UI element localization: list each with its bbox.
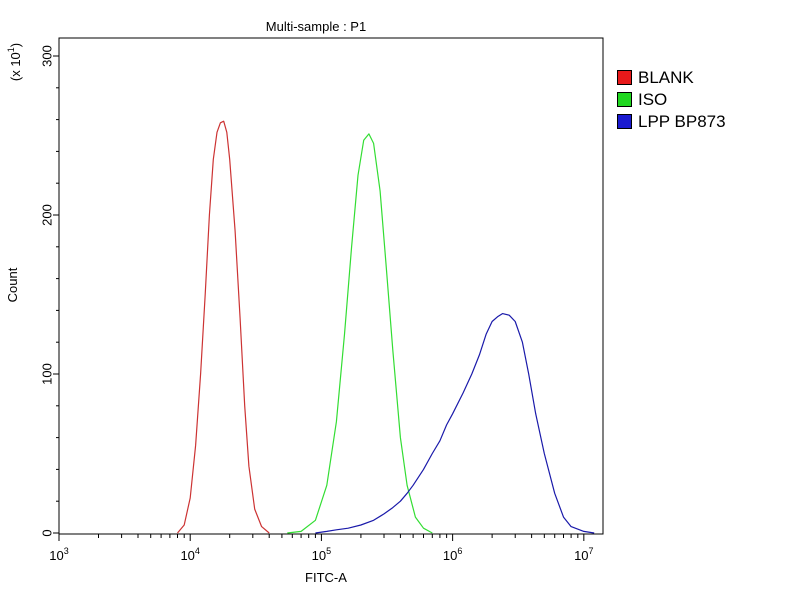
legend-label-lpp-bp873: LPP BP873 <box>638 111 726 131</box>
legend-label-blank: BLANK <box>638 67 694 87</box>
x-tick-label: 104 <box>180 546 199 563</box>
y-multiplier-text: (x 10 <box>8 52 23 81</box>
legend-swatch-blank <box>617 69 632 85</box>
series-line-blank <box>177 120 270 534</box>
y-multiplier-label: (x 101) <box>6 43 23 81</box>
y-tick-label: 100 <box>39 363 54 385</box>
plot-frame <box>58 37 604 535</box>
legend-swatch-lpp-bp873 <box>617 113 632 129</box>
svg-text:(x 101): (x 101) <box>6 43 23 81</box>
x-tick-label: 106 <box>443 546 462 563</box>
legend-label-iso: ISO <box>638 89 668 109</box>
legend: BLANK ISO LPP BP873 <box>617 66 726 132</box>
y-tick-label: 0 <box>39 529 54 536</box>
legend-item-blank: BLANK <box>617 66 726 88</box>
series-line-iso <box>287 133 433 534</box>
series-line-lpp-bp873 <box>315 313 595 534</box>
chart-title: Multi-sample : P1 <box>266 19 366 34</box>
x-tick-label: 103 <box>49 546 68 563</box>
y-tick-label: 200 <box>39 204 54 226</box>
y-multiplier-exp: 1 <box>6 47 16 52</box>
legend-item-iso: ISO <box>617 88 726 110</box>
y-tick-label: 300 <box>39 45 54 67</box>
y-axis-label: Count <box>5 267 20 302</box>
x-axis-label: FITC-A <box>305 570 347 585</box>
x-tick-label: 105 <box>312 546 331 563</box>
legend-swatch-iso <box>617 91 632 107</box>
legend-item-lpp-bp873: LPP BP873 <box>617 110 726 132</box>
x-tick-label: 107 <box>574 546 593 563</box>
